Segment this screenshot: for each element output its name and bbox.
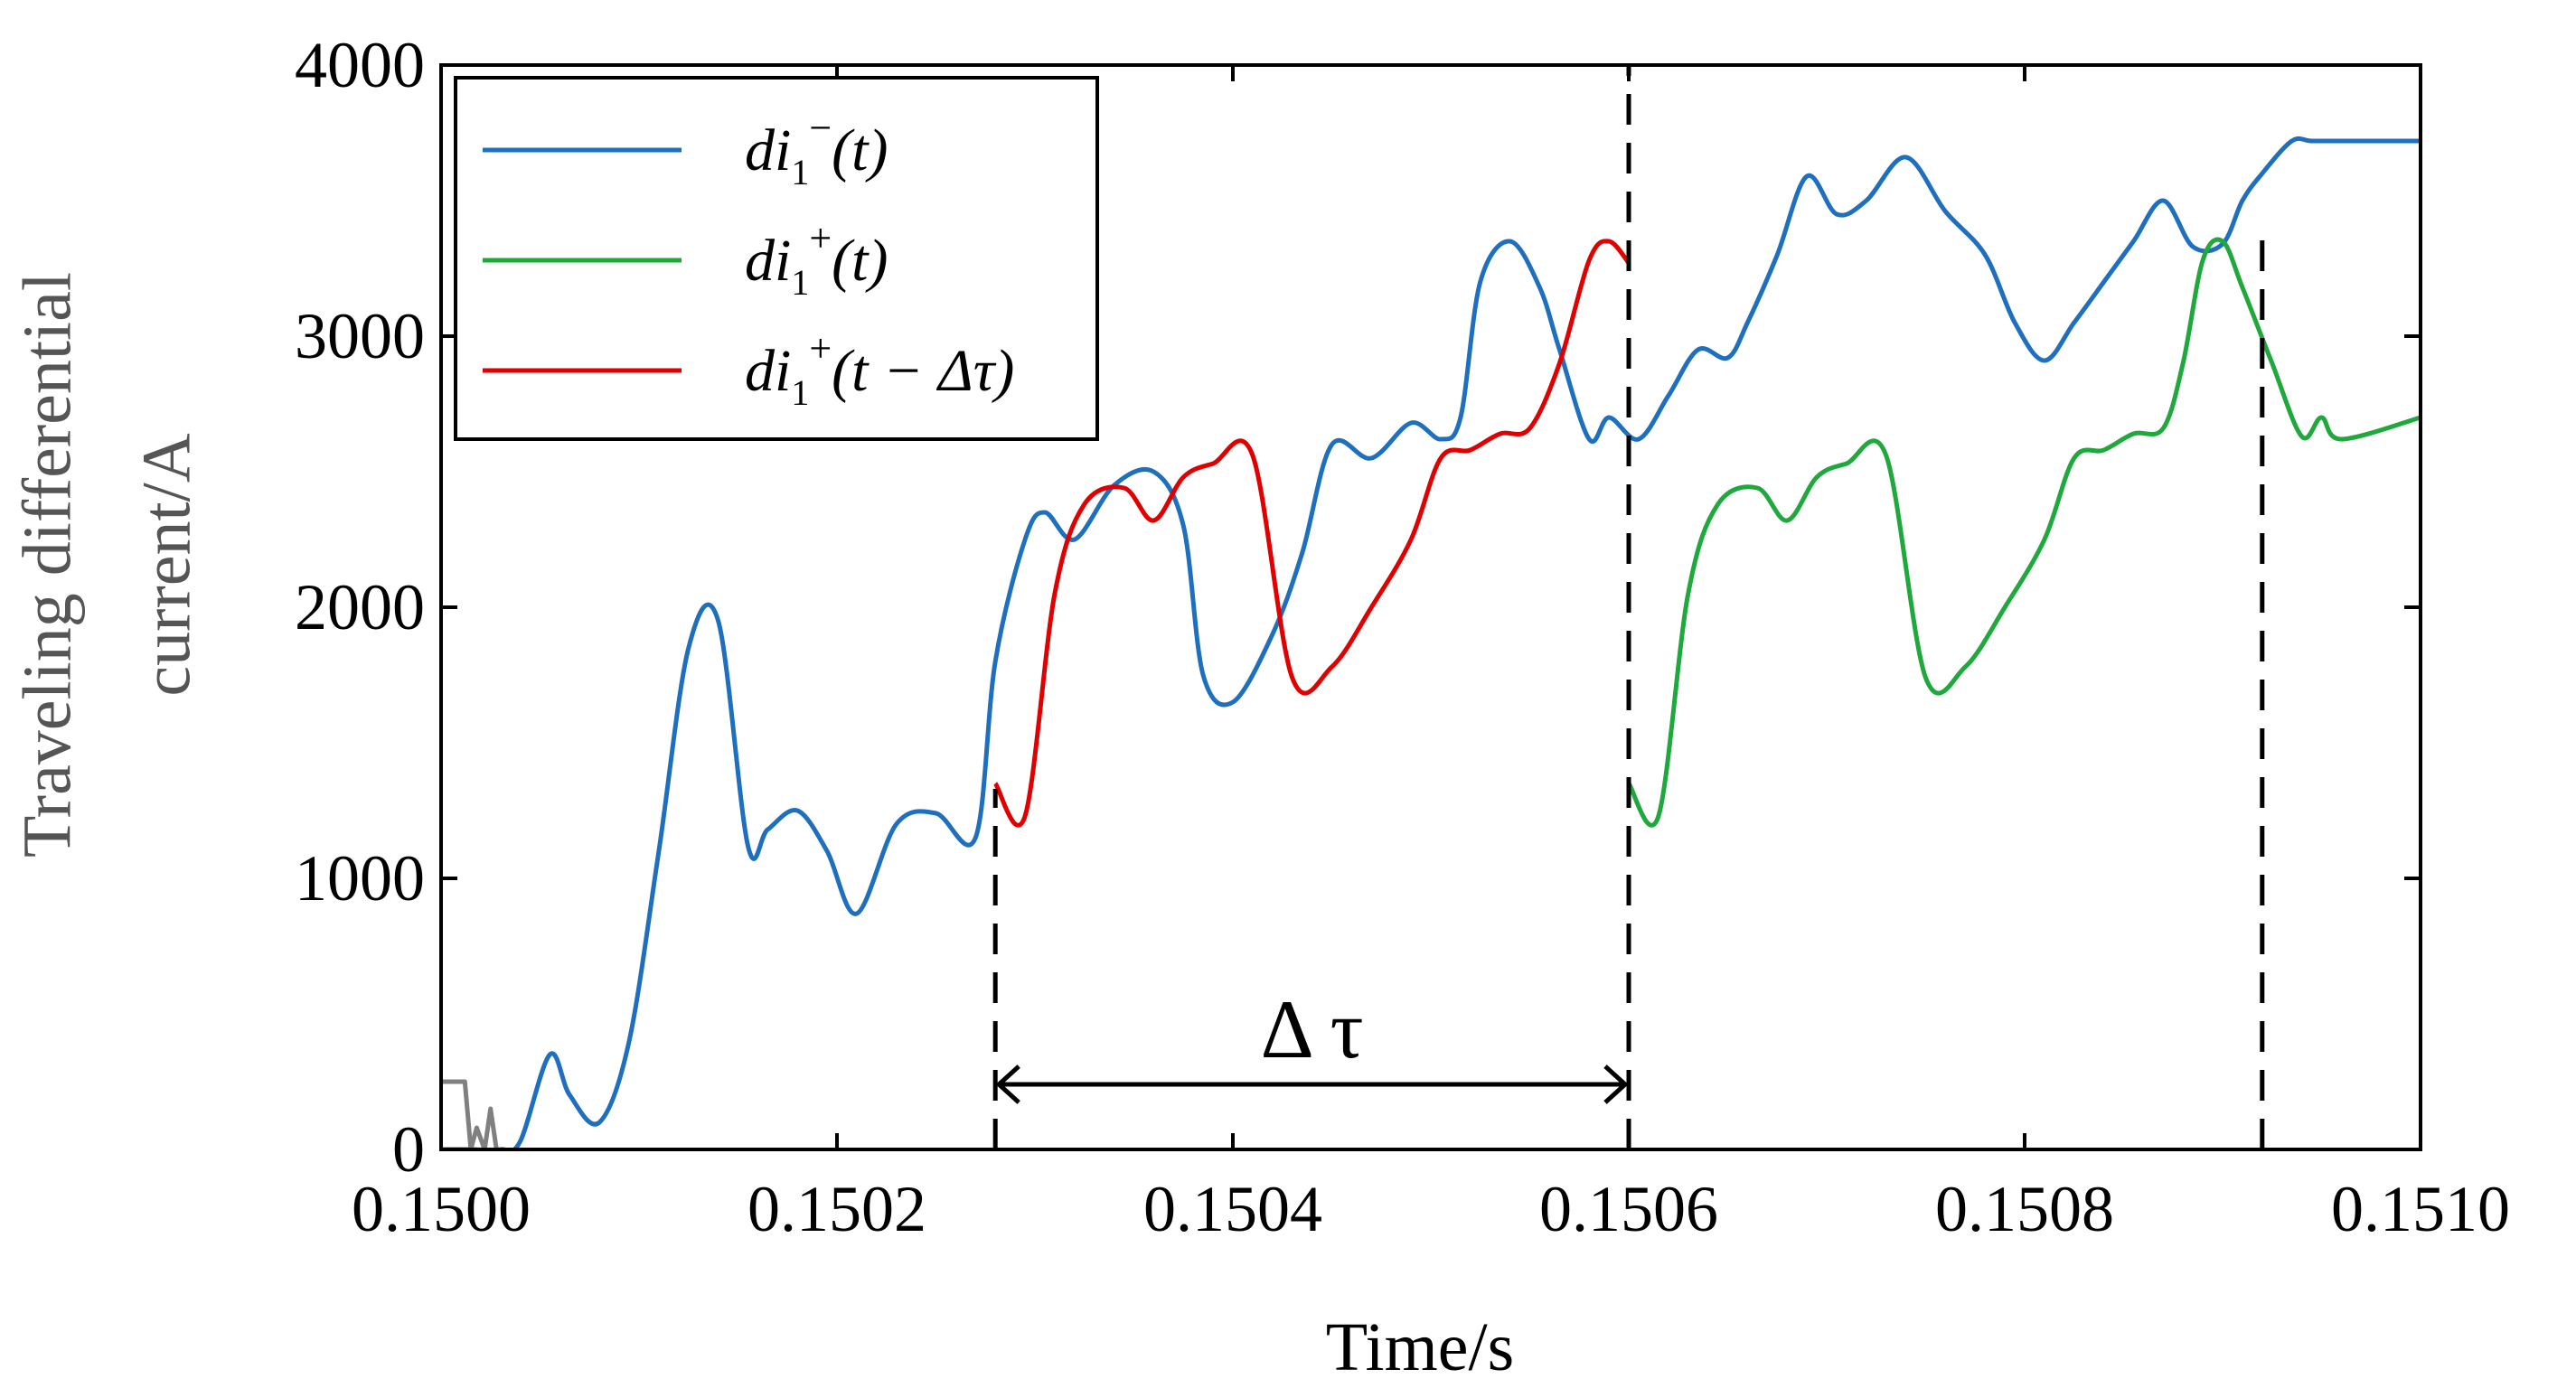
legend-entry-part: + xyxy=(809,216,832,260)
delta-tau-label: Δ τ xyxy=(1261,983,1364,1075)
x-axis-title: Time/s xyxy=(1326,1309,1514,1385)
legend-entry-part: − xyxy=(809,106,832,150)
legend-entry-part: 1 xyxy=(791,372,809,413)
y-tick-label: 0 xyxy=(392,1113,425,1186)
y-axis-title-line-2: current/A xyxy=(128,433,204,696)
series-line-1 xyxy=(1626,237,2421,828)
x-tick-label: 0.1504 xyxy=(1143,1173,1322,1245)
x-tick-label: 0.1500 xyxy=(352,1173,531,1245)
series-line-2 xyxy=(993,239,1631,828)
x-axis: 0.1500 0.1502 0.1504 0.1506 0.1508 0.1510 xyxy=(352,65,2510,1245)
legend-entry-0: di1−(t) xyxy=(745,106,888,192)
y-tick-label: 1000 xyxy=(295,842,425,914)
y-tick-label: 2000 xyxy=(295,571,425,643)
y-axis-title-line-1: Traveling differential xyxy=(9,272,85,858)
x-tick-label: 0.1506 xyxy=(1539,1173,1718,1245)
legend: di1−(t)di1+(t)di1+(t − Δτ) xyxy=(454,76,1099,441)
delta-tau-arrowhead-left xyxy=(995,1064,1020,1104)
chart-marks: Δ τ xyxy=(441,65,2421,1149)
series-line-0 xyxy=(441,136,2421,1149)
legend-entry-part: (t) xyxy=(832,117,888,183)
y-tick-label: 3000 xyxy=(295,300,425,372)
series-line-3 xyxy=(441,1079,501,1149)
legend-entry-part: 1 xyxy=(791,262,809,303)
legend-entry-2: di1+(t − Δτ) xyxy=(745,326,1014,413)
x-tick-label: 0.1510 xyxy=(2331,1173,2510,1245)
legend-entry-part: di xyxy=(745,228,791,294)
legend-entry-part: 1 xyxy=(791,152,809,192)
legend-entry-part: di xyxy=(745,338,791,404)
y-axis: 0 1000 2000 3000 4000 xyxy=(295,29,2421,1186)
legend-entry-part: (t − Δτ) xyxy=(832,338,1014,404)
y-tick-label: 4000 xyxy=(295,29,425,101)
y-axis-title: Traveling differential current/A xyxy=(9,272,204,858)
legend-entry-part: + xyxy=(809,326,832,370)
delta-tau-arrowhead-right xyxy=(1603,1064,1629,1104)
x-tick-label: 0.1508 xyxy=(1935,1173,2114,1245)
legend-entry-part: di xyxy=(745,117,791,183)
legend-entry-part: (t) xyxy=(832,228,888,294)
legend-entry-1: di1+(t) xyxy=(745,216,888,303)
x-tick-label: 0.1502 xyxy=(747,1173,926,1245)
